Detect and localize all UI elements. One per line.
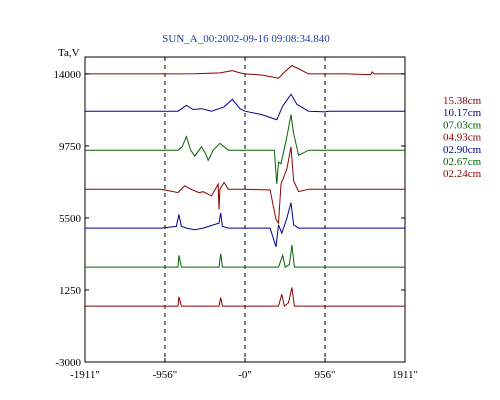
- series-line-15.38cm: [85, 64, 405, 79]
- y-tick-label: 9750: [59, 141, 82, 153]
- legend-item: 15.38cm: [443, 95, 482, 107]
- series-layer: [85, 64, 405, 308]
- y-tick-label: -3000: [55, 357, 81, 369]
- series-line-02.24cm: [85, 287, 405, 308]
- legend-item: 02.90cm: [443, 144, 482, 156]
- series-line-04.93cm: [85, 146, 405, 225]
- legend: 15.38cm10.17cm07.03cm04.93cm02.90cm02.67…: [443, 95, 482, 180]
- legend-item: 10.17cm: [443, 107, 482, 119]
- y-axis-label: Ta,V: [58, 47, 80, 59]
- x-tick-label: -0": [238, 369, 252, 381]
- axis-ticks: 14000 9750 5500 1250 -3000-1911" -956" -0" 956"…: [54, 69, 419, 381]
- legend-item: 04.93cm: [443, 132, 482, 144]
- series-line-10.17cm: [85, 93, 405, 121]
- legend-item: 07.03cm: [443, 119, 482, 131]
- y-tick-label: 1250: [59, 285, 82, 297]
- x-tick-label: 956": [315, 369, 336, 381]
- series-line-02.67cm: [85, 245, 405, 268]
- grid-lines: [164, 57, 326, 362]
- chart-title: SUN_A_00:2002-09-16 09:08:34.840: [162, 33, 330, 45]
- y-tick-label: 14000: [54, 69, 82, 81]
- legend-item: 02.24cm: [443, 168, 482, 180]
- y-tick-label: 5500: [59, 213, 82, 225]
- x-tick-label: 1911": [392, 369, 418, 381]
- x-tick-label: -956": [153, 369, 178, 381]
- legend-item: 02.67cm: [443, 156, 482, 168]
- series-line-07.03cm: [85, 114, 405, 185]
- series-line-02.90cm: [85, 202, 405, 247]
- x-tick-label: -1911": [70, 369, 100, 381]
